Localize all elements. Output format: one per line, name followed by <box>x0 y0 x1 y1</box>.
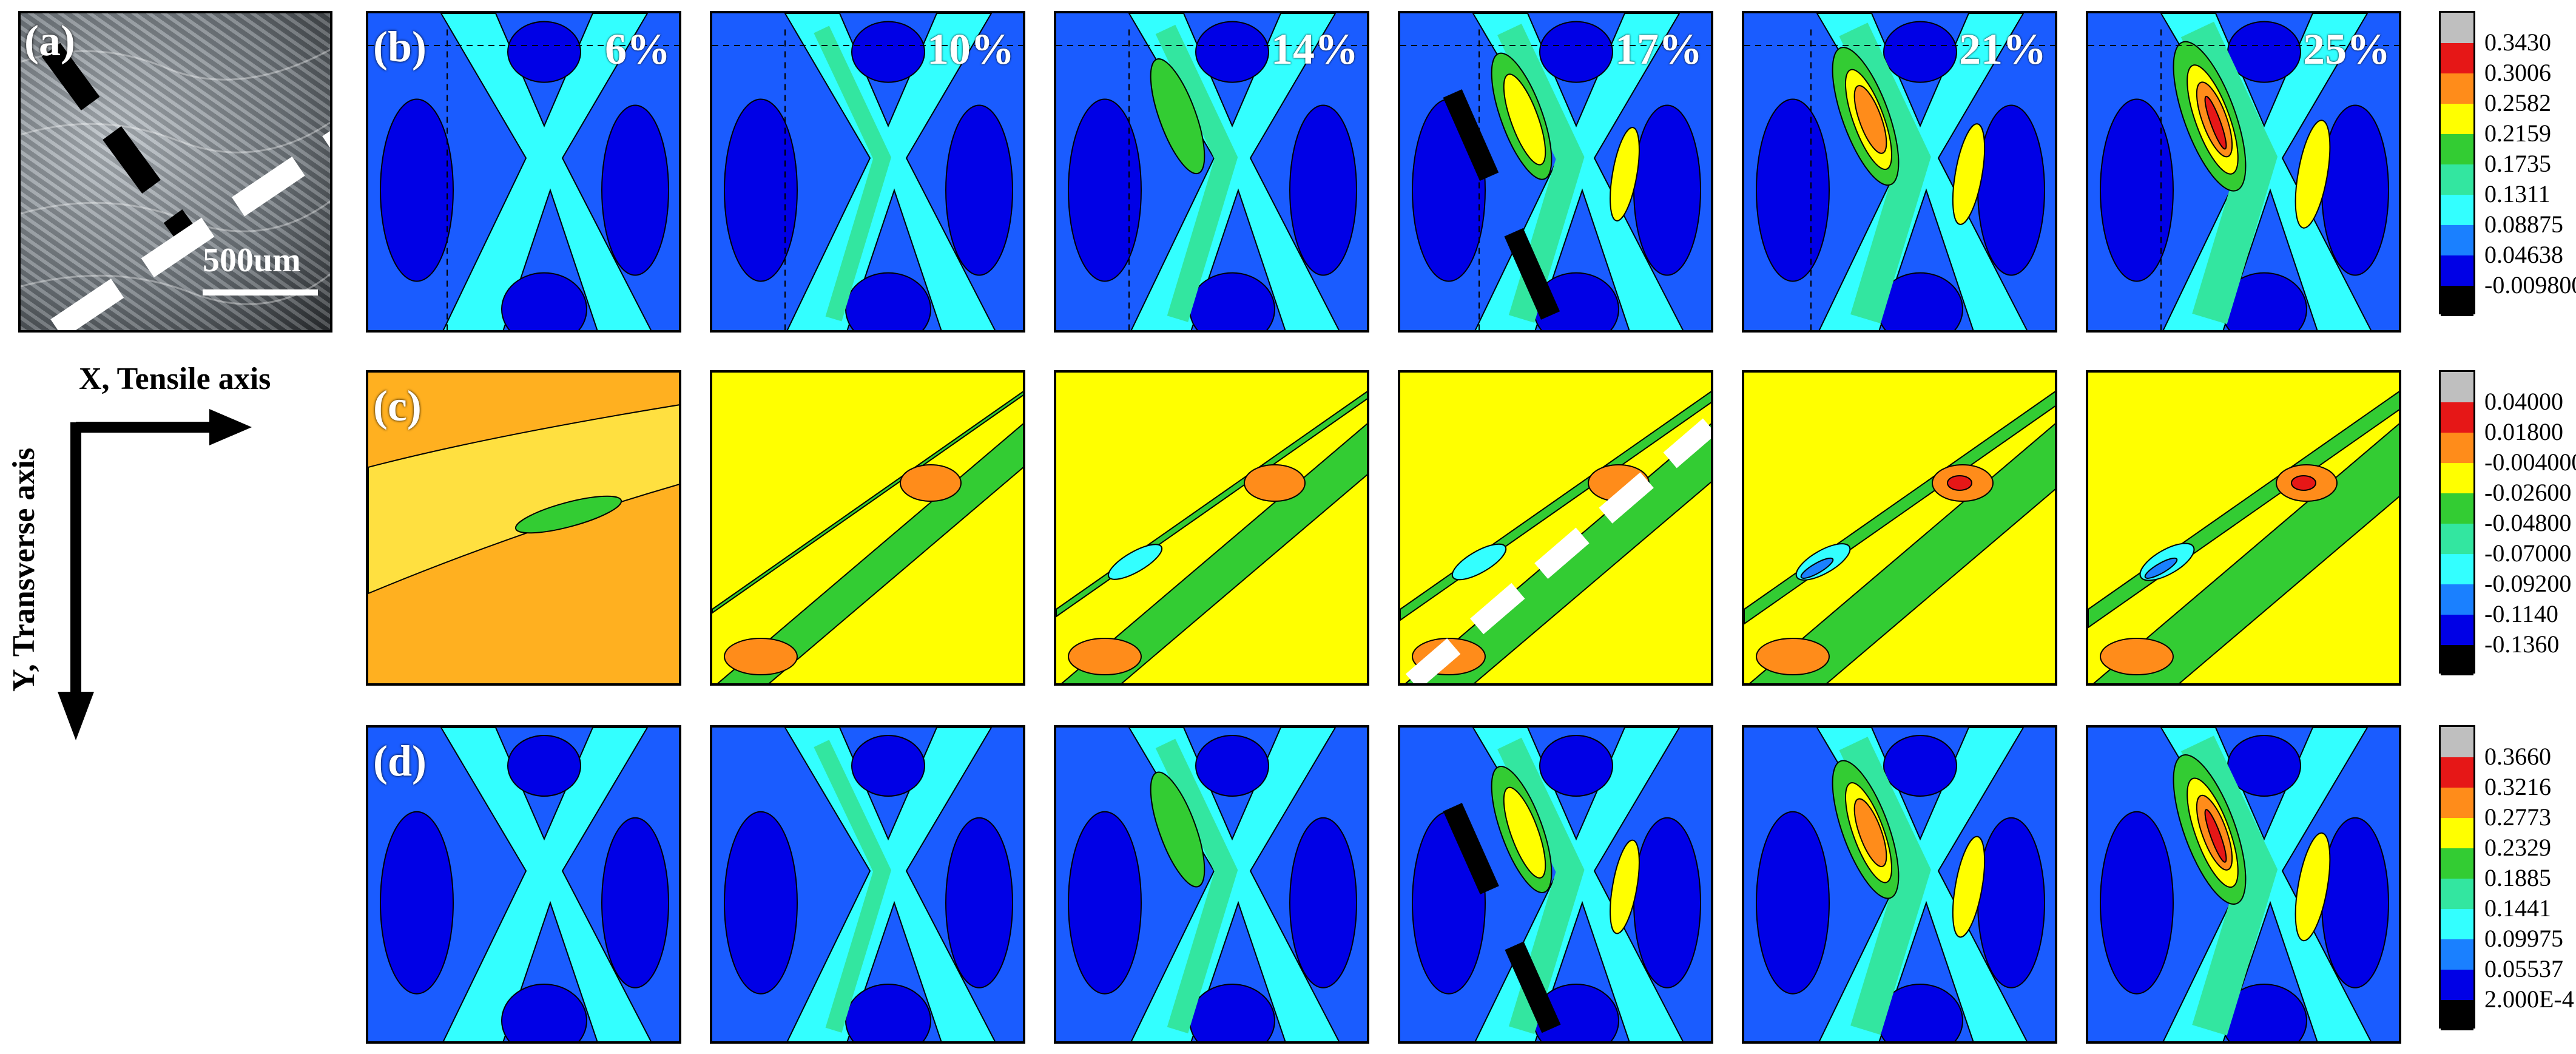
contour-map <box>368 373 679 683</box>
colorbar-tick-label: 2.000E-4 <box>2484 985 2574 1013</box>
colorbar-tick-label: -0.09200 <box>2484 570 2572 597</box>
panel-d-2 <box>710 725 1025 1044</box>
strain-label: 10% <box>927 25 1014 73</box>
fabric-overlay <box>21 42 330 330</box>
colorbar-tick-label: -0.02600 <box>2484 479 2572 506</box>
colorbar-tick-label: 0.2329 <box>2484 834 2551 861</box>
white-dash-line <box>50 131 330 330</box>
contour-map <box>1056 373 1367 683</box>
panel-c-2 <box>710 370 1025 686</box>
x-axis-label: X, Tensile axis <box>79 362 271 396</box>
colorbar-tick-label: -0.1140 <box>2484 600 2558 627</box>
contour-map <box>1400 13 1711 330</box>
axis-arrows <box>58 409 252 740</box>
colorbar-tick-label: -0.07000 <box>2484 539 2572 567</box>
colorbar-tick-label: 0.3006 <box>2484 59 2551 86</box>
colorbar-tick-label: 0.08875 <box>2484 211 2563 238</box>
colorbar-c <box>2439 370 2475 675</box>
colorbar-tick-label: 0.1441 <box>2484 894 2551 922</box>
panel-b-3: 14% <box>1054 11 1369 333</box>
panel-label-a: (a) <box>24 16 75 65</box>
colorbar-tick-label: 0.09975 <box>2484 925 2563 952</box>
colorbar-tick-label: -0.04800 <box>2484 509 2572 536</box>
contour-map <box>2088 13 2399 330</box>
panel-d-3 <box>1054 725 1369 1044</box>
colorbar-tick-label: 0.01800 <box>2484 418 2563 445</box>
colorbar-tick-label: 0.2159 <box>2484 120 2551 147</box>
panel-b-2: 10% <box>710 11 1025 333</box>
colorbar-tick-label: -0.1360 <box>2484 630 2560 658</box>
contour-map <box>368 13 679 330</box>
colorbar-tick-label: 0.2773 <box>2484 803 2551 831</box>
panel-b-1: (b) 6% <box>366 11 681 333</box>
panel-d-6 <box>2086 725 2401 1044</box>
panel-label-b: (b) <box>373 22 427 71</box>
contour-map <box>1744 728 2055 1041</box>
panel-c-4 <box>1398 370 1713 686</box>
strain-label: 25% <box>2303 25 2390 73</box>
strain-label: 6% <box>605 25 670 73</box>
scale-bar-label: 500um <box>203 242 301 279</box>
panel-b-4: 17% <box>1398 11 1713 333</box>
panel-b-5: 21% <box>1742 11 2057 333</box>
colorbar-b <box>2439 11 2475 316</box>
contour-map <box>2088 728 2399 1041</box>
panel-label-d: (d) <box>373 737 427 785</box>
panel-d-4 <box>1398 725 1713 1044</box>
strain-label: 21% <box>1959 25 2046 73</box>
contour-map <box>1400 373 1711 683</box>
panel-label-c: (c) <box>373 382 422 430</box>
colorbar-tick-label: 0.3660 <box>2484 743 2551 770</box>
colorbar-tick-label: 0.1885 <box>2484 864 2551 891</box>
contour-map <box>2088 373 2399 683</box>
panel-c-1: (c) <box>366 370 681 686</box>
colorbar-tick-label: 0.1311 <box>2484 180 2551 208</box>
panel-c-6 <box>2086 370 2401 686</box>
panel-b-6: 25% <box>2086 11 2401 333</box>
contour-map <box>712 373 1023 683</box>
panel-d-1: (d) <box>366 725 681 1044</box>
black-dash-line <box>41 42 194 239</box>
contour-map <box>1400 728 1711 1041</box>
colorbar-tick-label: 0.05537 <box>2484 955 2563 982</box>
colorbar-tick-label: 0.1735 <box>2484 150 2551 177</box>
strain-label: 17% <box>1615 25 1702 73</box>
woven-fabric-photo: (a) 500um <box>18 11 332 333</box>
y-axis-label: Y, Transverse axis <box>7 447 41 692</box>
colorbar-tick-label: 0.3430 <box>2484 29 2551 56</box>
contour-map <box>1744 13 2055 330</box>
colorbar-tick-label: 0.3216 <box>2484 773 2551 800</box>
colorbar-tick-label: 0.04000 <box>2484 388 2563 415</box>
panel-d-5 <box>1742 725 2057 1044</box>
panel-c-5 <box>1742 370 2057 686</box>
contour-map <box>712 13 1023 330</box>
colorbar-d <box>2439 725 2475 1030</box>
contour-map <box>1056 728 1367 1041</box>
colorbar-tick-label: -0.009800 <box>2484 271 2576 299</box>
contour-map <box>1744 373 2055 683</box>
contour-map <box>712 728 1023 1041</box>
contour-map <box>368 728 679 1041</box>
panel-c-3 <box>1054 370 1369 686</box>
contour-map <box>1056 13 1367 330</box>
colorbar-tick-label: 0.2582 <box>2484 89 2551 117</box>
colorbar-tick-label: -0.004000 <box>2484 448 2576 476</box>
strain-label: 14% <box>1271 25 1358 73</box>
colorbar-tick-label: 0.04638 <box>2484 241 2563 268</box>
